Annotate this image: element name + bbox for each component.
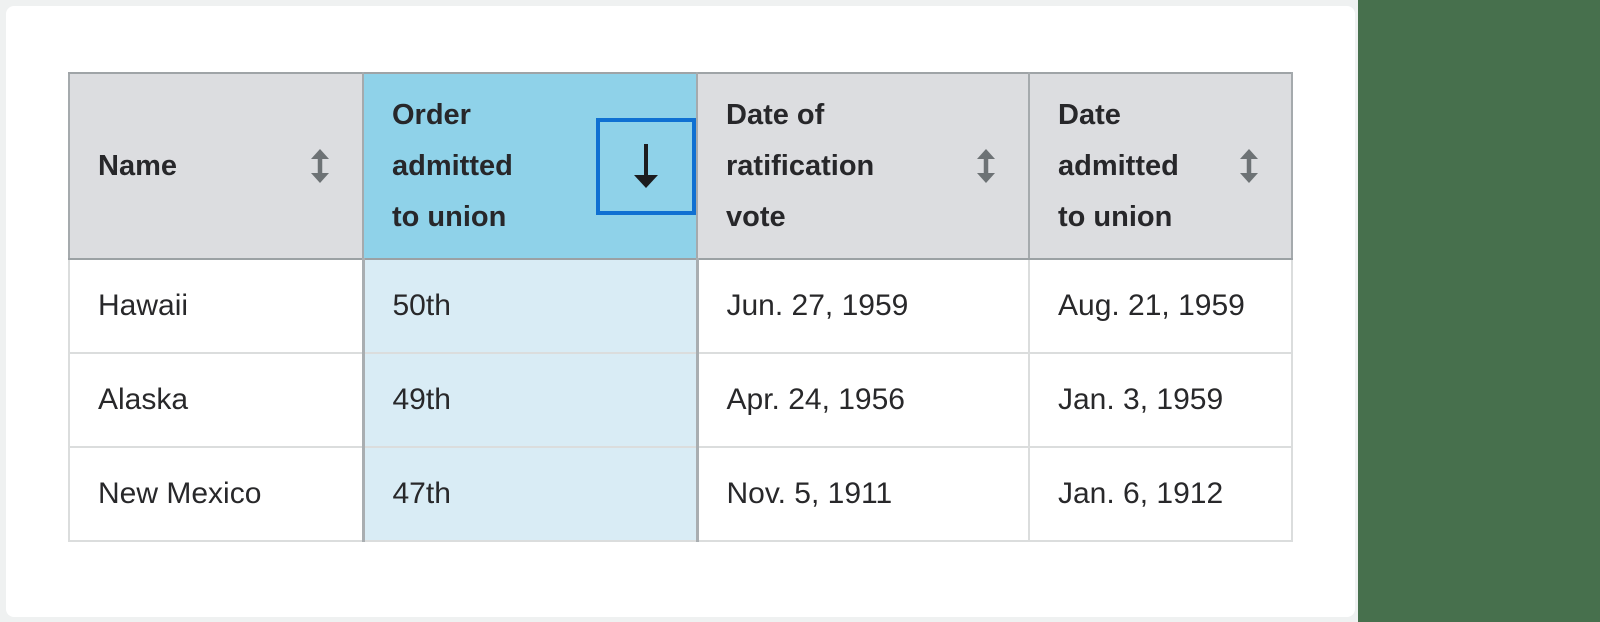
cell-order: 49th bbox=[361, 352, 699, 448]
cell-order: 47th bbox=[361, 446, 699, 542]
cell-name: Hawaii bbox=[68, 258, 364, 354]
cell-admitted-date: Jan. 3, 1959 bbox=[1028, 352, 1293, 448]
cell-admitted-date: Jan. 6, 1912 bbox=[1028, 446, 1293, 542]
cell-ratification-date: Apr. 24, 1956 bbox=[696, 352, 1030, 448]
column-header-date-ratification[interactable]: Date of ratification vote bbox=[696, 72, 1030, 260]
down-arrow-icon bbox=[633, 144, 659, 188]
cell-name: New Mexico bbox=[68, 446, 364, 542]
header-row: Name Order admitt bbox=[68, 72, 1293, 260]
column-header-label: Name bbox=[98, 149, 177, 182]
table-row: Alaska 49th Apr. 24, 1956 Jan. 3, 1959 bbox=[68, 352, 1293, 448]
content-card: Name Order admitt bbox=[6, 6, 1355, 617]
cell-order: 50th bbox=[361, 258, 699, 354]
column-header-name[interactable]: Name bbox=[68, 72, 364, 260]
cell-ratification-date: Nov. 5, 1911 bbox=[696, 446, 1030, 542]
up-down-arrow-icon bbox=[310, 149, 330, 183]
sort-descending-button[interactable] bbox=[596, 117, 696, 215]
states-table: Name Order admitt bbox=[68, 72, 1293, 542]
table-row: New Mexico 47th Nov. 5, 1911 Jan. 6, 191… bbox=[68, 446, 1293, 542]
up-down-arrow-icon bbox=[1239, 149, 1259, 183]
up-down-arrow-icon bbox=[976, 149, 996, 183]
cell-ratification-date: Jun. 27, 1959 bbox=[696, 258, 1030, 354]
states-table-container: Name Order admitt bbox=[68, 72, 1293, 542]
cell-admitted-date: Aug. 21, 1959 bbox=[1028, 258, 1293, 354]
column-header-order-admitted[interactable]: Order admitted to union bbox=[362, 72, 698, 260]
column-header-label: Date of ratification vote bbox=[726, 98, 875, 233]
cell-name: Alaska bbox=[68, 352, 364, 448]
column-header-label: Date admitted to union bbox=[1058, 98, 1179, 233]
column-header-label: Order admitted to union bbox=[392, 98, 513, 233]
side-panel bbox=[1358, 0, 1600, 622]
column-header-date-admitted[interactable]: Date admitted to union bbox=[1028, 72, 1293, 260]
table-row: Hawaii 50th Jun. 27, 1959 Aug. 21, 1959 bbox=[68, 258, 1293, 354]
